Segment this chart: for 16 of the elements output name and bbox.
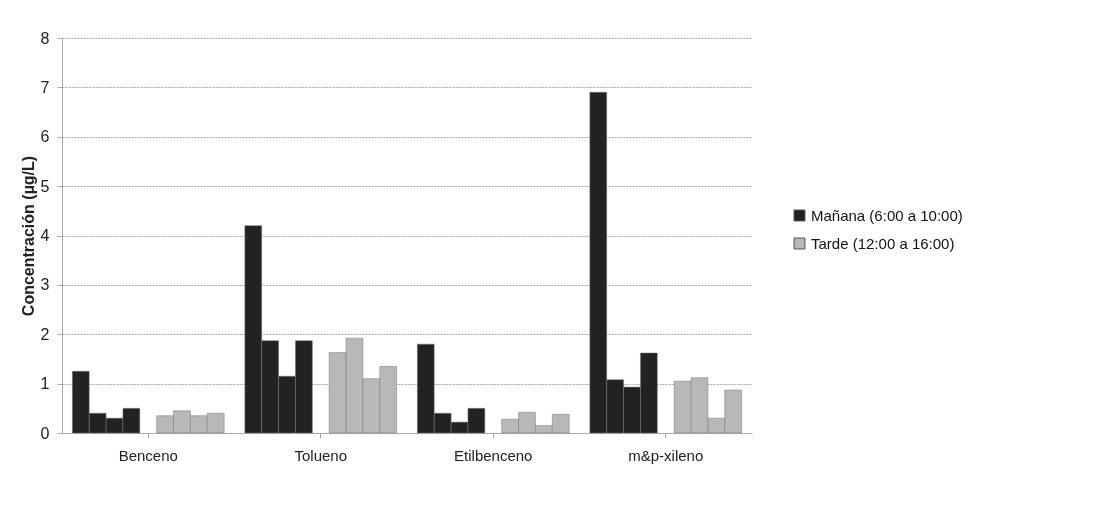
legend-label: Tarde (12:00 a 16:00) — [811, 234, 955, 252]
y-tick-label: 0 — [40, 424, 50, 442]
y-axis-title: Concentración (µg/L) — [19, 155, 37, 317]
y-tick-label: 2 — [40, 325, 50, 343]
x-tick-label: Etilbenceno — [454, 446, 533, 464]
x-tick-label: m&p-xileno — [628, 446, 704, 464]
y-tick-label: 7 — [40, 78, 50, 96]
y-tick-label: 3 — [40, 276, 50, 294]
y-tick-label: 1 — [40, 375, 50, 393]
x-tick-label: Benceno — [118, 446, 178, 464]
y-tick-label: 4 — [40, 227, 50, 244]
y-tick-label: 8 — [40, 29, 50, 47]
y-tick-label: 6 — [40, 128, 50, 146]
x-tick-label: Tolueno — [294, 446, 348, 464]
y-tick-label: 5 — [40, 177, 50, 195]
legend-label: Mañana (6:00 a 10:00) — [811, 206, 963, 224]
